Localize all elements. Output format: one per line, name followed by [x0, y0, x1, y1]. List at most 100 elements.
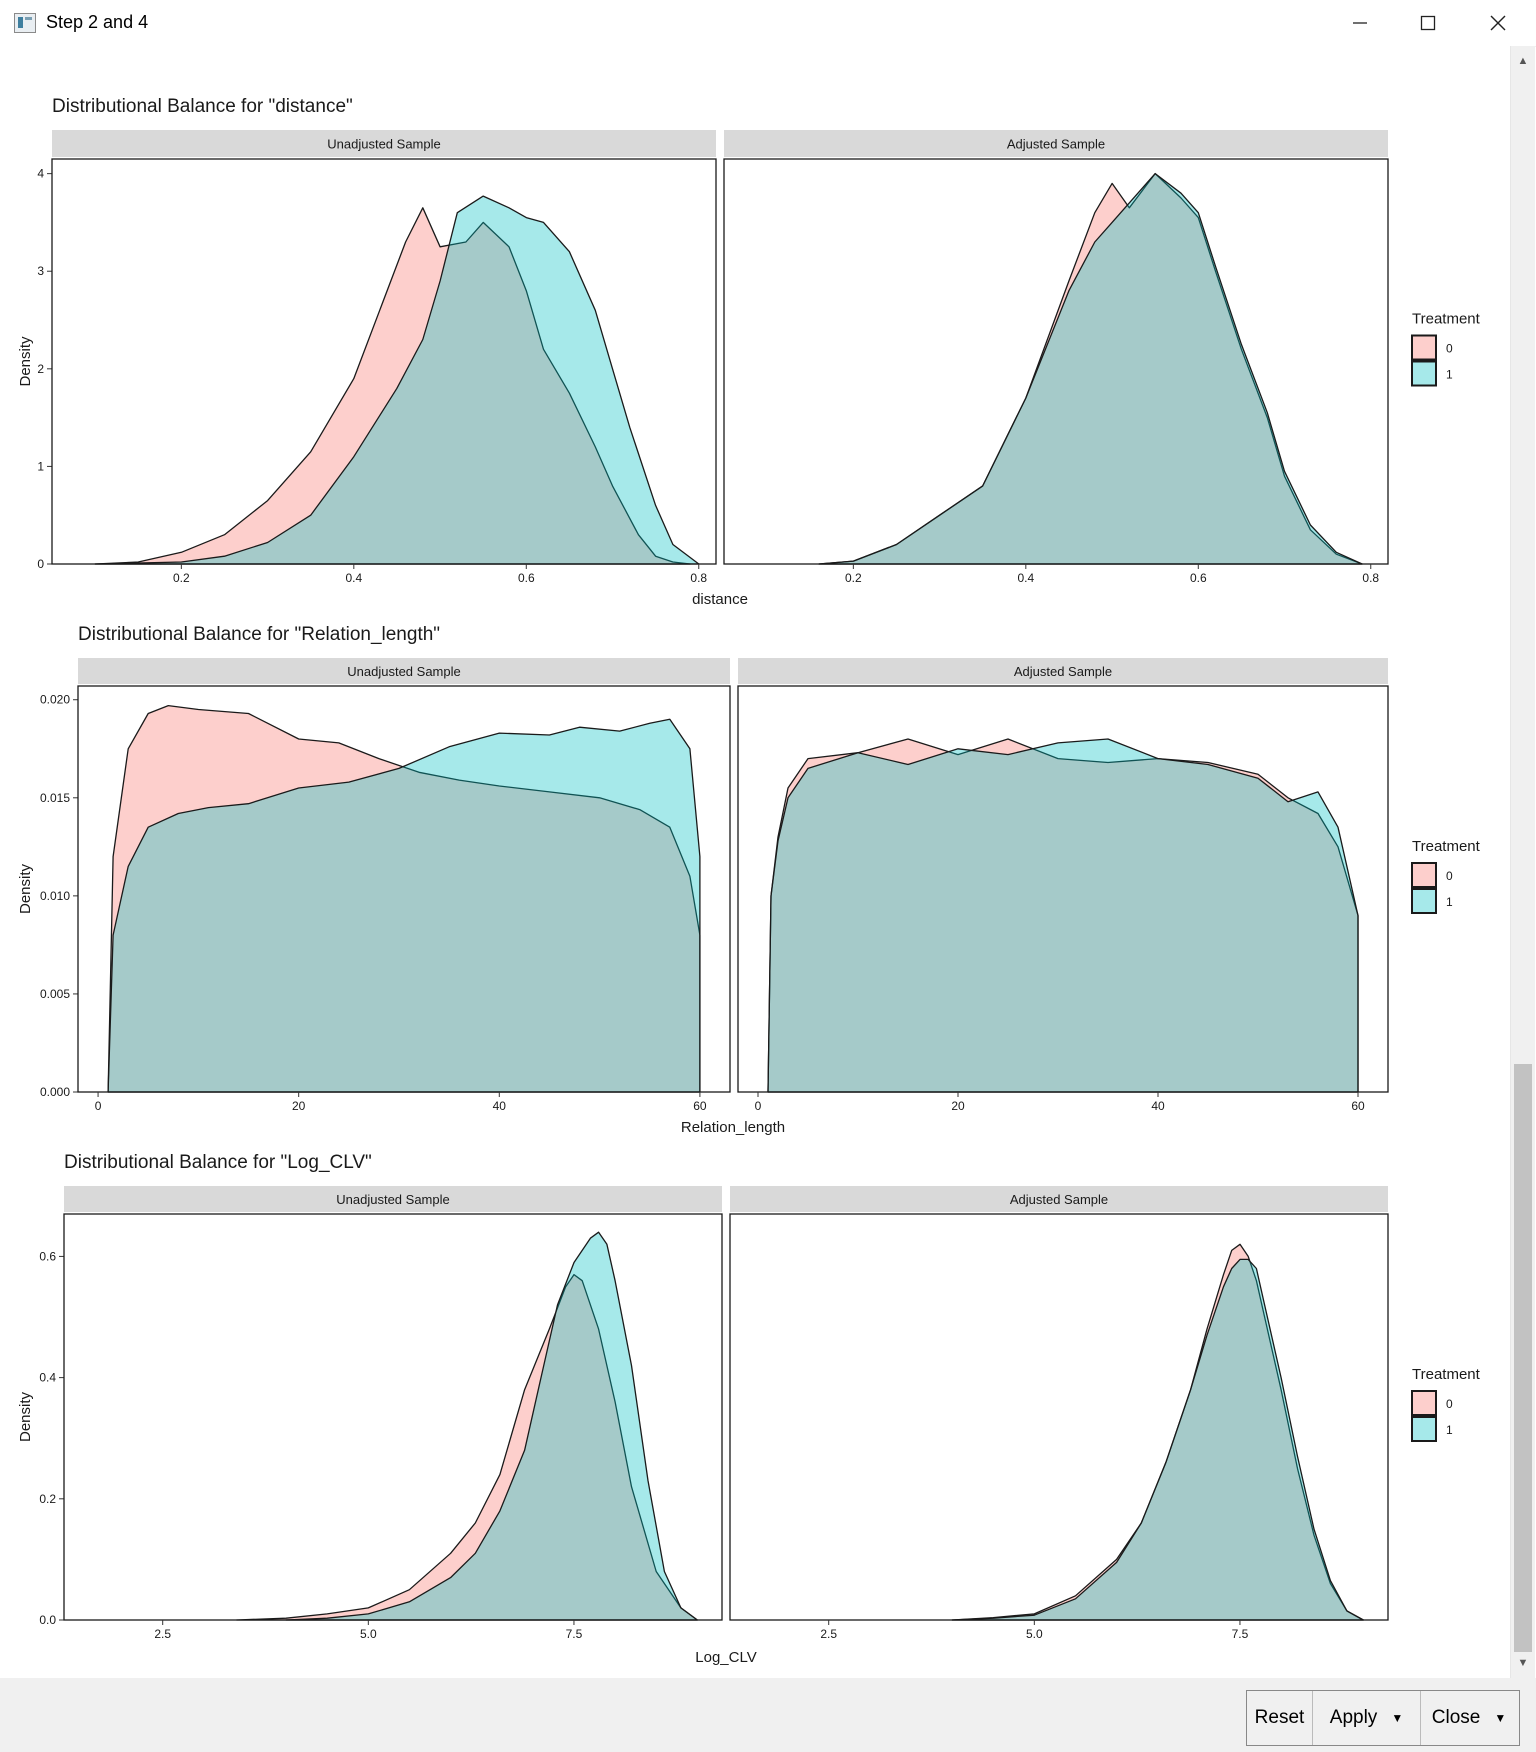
y-axis-label: Density [17, 863, 34, 914]
facet-strip-label: Unadjusted Sample [327, 137, 440, 152]
density-area-treatment-0 [107, 704, 701, 1093]
minimize-button[interactable] [1330, 0, 1390, 46]
panel-border [737, 685, 1389, 1093]
x-axis-label: Log_CLV [695, 1649, 756, 1666]
y-tick-label: 0.2 [39, 1492, 56, 1506]
facet-strip [738, 658, 1388, 684]
legend-swatch-0 [1411, 334, 1437, 361]
density-area-treatment-1 [818, 172, 1363, 565]
legend-label: 1 [1446, 368, 1453, 382]
facet-strip-label: Unadjusted Sample [336, 1192, 449, 1207]
close-button[interactable]: Close ▼ [1421, 1691, 1517, 1745]
x-tick-label: 0.2 [845, 571, 862, 585]
close-dropdown-icon[interactable]: ▼ [1494, 1711, 1507, 1725]
facet-strip [78, 658, 730, 684]
y-tick-label: 0.005 [40, 987, 70, 1001]
x-tick-label: 0.4 [1017, 571, 1034, 585]
x-tick-label: 0 [95, 1099, 102, 1113]
density-area-treatment-0 [767, 738, 1359, 1093]
legend-swatch-1 [1411, 1416, 1437, 1442]
x-tick-label: 0.8 [1362, 571, 1379, 585]
facet-strip-label: Unadjusted Sample [347, 664, 460, 679]
panel-border [51, 158, 717, 565]
legend-title: Treatment [1412, 1366, 1481, 1383]
y-tick-label: 1 [37, 459, 44, 473]
x-tick-label: 0 [755, 1099, 762, 1113]
density-area-treatment-1 [107, 718, 701, 1093]
legend-label: 0 [1446, 869, 1453, 883]
x-tick-label: 40 [493, 1099, 507, 1113]
facet-strip [52, 130, 716, 157]
reset-label: Reset [1254, 1707, 1305, 1728]
facet-strip-label: Adjusted Sample [1014, 664, 1112, 679]
legend-label: 0 [1446, 342, 1453, 356]
facet-strip [64, 1186, 722, 1212]
chart-title: Distributional Balance for "distance" [52, 96, 353, 117]
close-label: Close [1431, 1707, 1481, 1728]
x-tick-label: 20 [951, 1099, 965, 1113]
vertical-scrollbar[interactable]: ▲ ▼ [1510, 46, 1535, 1678]
density-area-treatment-1 [94, 195, 700, 565]
x-tick-label: 60 [693, 1099, 707, 1113]
chart-1: Distributional Balance for "distance" Den… [17, 96, 1481, 608]
x-tick-label: 0.6 [518, 571, 535, 585]
legend-swatch-1 [1411, 888, 1437, 914]
facet-strip [730, 1186, 1388, 1212]
y-tick-label: 3 [37, 264, 44, 278]
close-window-button[interactable] [1468, 0, 1528, 46]
legend-label: 1 [1446, 1423, 1453, 1437]
y-tick-label: 0.4 [39, 1371, 56, 1385]
scroll-down-arrow-icon[interactable]: ▼ [1517, 1657, 1529, 1669]
legend-label: 1 [1446, 895, 1453, 909]
x-tick-label: 2.5 [154, 1627, 171, 1641]
y-tick-label: 0 [37, 557, 44, 571]
x-axis-label: distance [692, 591, 748, 608]
facet-strip [724, 130, 1388, 157]
x-tick-label: 20 [292, 1099, 306, 1113]
maximize-icon [1420, 15, 1436, 31]
action-buttons: Reset Apply ▼ Close ▼ [1246, 1690, 1520, 1746]
y-axis-label: Density [17, 336, 34, 387]
legend-swatch-1 [1411, 360, 1437, 387]
app-icon [14, 13, 36, 33]
maximize-button[interactable] [1398, 0, 1458, 46]
x-tick-label: 0.8 [690, 571, 707, 585]
panel-border [77, 685, 731, 1093]
x-tick-label: 0.2 [173, 571, 190, 585]
panel-border [63, 1213, 723, 1621]
title-bar: Step 2 and 4 [0, 0, 1536, 47]
x-tick-label: 0.6 [1190, 571, 1207, 585]
apply-dropdown-icon[interactable]: ▼ [1391, 1711, 1404, 1725]
legend-label: 0 [1446, 1397, 1453, 1411]
scrollbar-thumb[interactable] [1514, 1064, 1532, 1652]
y-tick-label: 0.015 [40, 791, 70, 805]
density-area-treatment-0 [94, 207, 691, 565]
chart-title: Distributional Balance for "Relation_len… [78, 624, 440, 645]
y-tick-label: 0.0 [39, 1613, 56, 1627]
close-icon [1490, 15, 1506, 31]
facet-strip-label: Adjusted Sample [1010, 1192, 1108, 1207]
x-tick-label: 7.5 [566, 1627, 583, 1641]
reset-button[interactable]: Reset [1247, 1691, 1313, 1745]
x-tick-label: 7.5 [1232, 1627, 1249, 1641]
legend-title: Treatment [1412, 311, 1481, 328]
plot-area: Distributional Balance for "distance" Den… [0, 46, 1510, 1678]
minimize-icon [1353, 22, 1367, 24]
y-tick-label: 0.010 [40, 889, 70, 903]
y-tick-label: 0.000 [40, 1085, 70, 1099]
density-area-treatment-1 [285, 1231, 698, 1621]
y-tick-label: 2 [37, 362, 44, 376]
scroll-up-arrow-icon[interactable]: ▲ [1517, 55, 1529, 67]
x-tick-label: 5.0 [360, 1627, 377, 1641]
panel-border [729, 1213, 1389, 1621]
density-area-treatment-1 [951, 1258, 1364, 1621]
apply-button[interactable]: Apply ▼ [1313, 1691, 1421, 1745]
window-title: Step 2 and 4 [46, 12, 149, 32]
density-area-treatment-0 [236, 1273, 698, 1621]
facet-strip-label: Adjusted Sample [1007, 137, 1105, 152]
x-axis-label: Relation_length [681, 1119, 785, 1136]
panel-border [723, 158, 1389, 565]
density-area-treatment-0 [951, 1243, 1364, 1621]
legend-swatch-0 [1411, 862, 1437, 888]
y-tick-label: 4 [37, 167, 44, 181]
